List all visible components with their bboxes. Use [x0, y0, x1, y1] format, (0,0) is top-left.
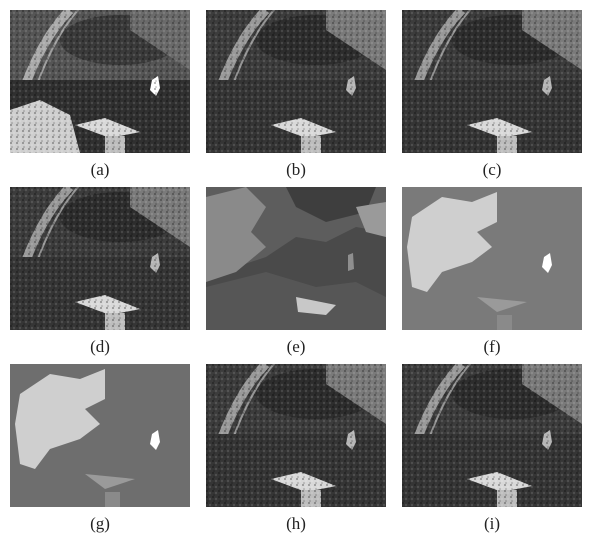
image-panel	[206, 364, 386, 507]
panel-label: (i)	[484, 514, 500, 533]
image-content	[206, 187, 386, 330]
image-content	[206, 364, 386, 507]
image-panel	[402, 364, 582, 507]
image-content	[10, 10, 190, 153]
region	[497, 315, 512, 330]
image-content	[10, 187, 190, 330]
panel-label: (a)	[91, 160, 110, 179]
region	[348, 253, 354, 271]
image-content	[402, 364, 582, 507]
texture	[206, 10, 386, 153]
page: {"panels": [{"label": "(a)"}, {"label": …	[0, 0, 589, 533]
image-panel	[10, 364, 190, 507]
texture	[402, 10, 582, 153]
figure: (a) (b) (c) (d) (e) (f) (g) (h) (i)	[0, 0, 589, 533]
panel-label: (h)	[286, 514, 306, 533]
panel-label: (e)	[287, 337, 306, 356]
panel-label: (b)	[286, 160, 306, 179]
image-panel	[206, 10, 386, 153]
image-panel	[402, 187, 582, 330]
panel-label: (d)	[90, 337, 110, 356]
texture	[10, 10, 190, 153]
texture	[10, 187, 190, 330]
image-content	[10, 364, 190, 507]
texture	[402, 364, 582, 507]
image-panel	[206, 187, 386, 330]
texture	[206, 364, 386, 507]
image-content	[402, 10, 582, 153]
panel-label: (g)	[90, 514, 110, 533]
image-content	[206, 10, 386, 153]
region	[105, 492, 120, 507]
image-panel	[10, 187, 190, 330]
panel-label: (f)	[484, 337, 501, 356]
panel-label: (c)	[483, 160, 502, 179]
image-content	[402, 187, 582, 330]
image-panel	[10, 10, 190, 153]
image-panel	[402, 10, 582, 153]
